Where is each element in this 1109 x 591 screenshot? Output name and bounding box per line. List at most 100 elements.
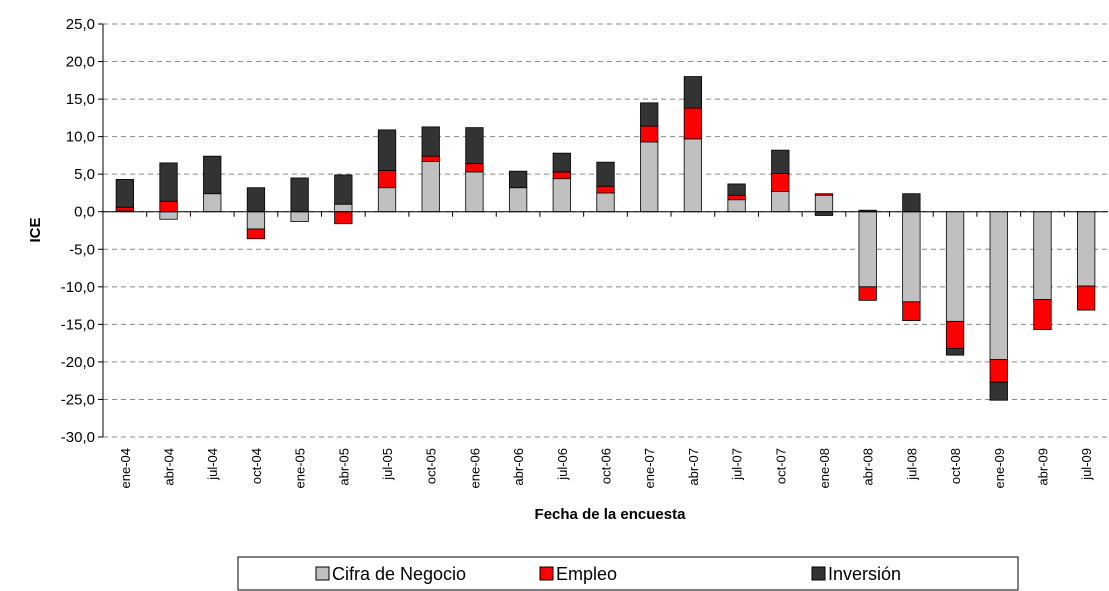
legend-swatch xyxy=(315,566,330,581)
bar-segment xyxy=(421,161,440,213)
x-tick-label: oct-06 xyxy=(599,448,614,484)
x-tick-label: jul-06 xyxy=(555,448,570,481)
bar-segment xyxy=(771,173,790,192)
y-tick-label: -10,0 xyxy=(61,279,95,296)
x-tick-label: ene-09 xyxy=(992,448,1007,488)
legend-label: Inversión xyxy=(828,564,901,584)
y-tick-label: 0,0 xyxy=(74,204,95,221)
bar-segment xyxy=(465,171,484,213)
bar-segment xyxy=(596,185,615,194)
x-tick-label: ene-08 xyxy=(817,448,832,488)
bar-segment xyxy=(552,152,571,173)
x-tick-label: jul-07 xyxy=(730,448,745,481)
legend-label: Empleo xyxy=(556,564,617,584)
bar-segment xyxy=(203,193,222,213)
bar-segment xyxy=(203,155,222,195)
bar-segment xyxy=(290,177,309,213)
bar-segment xyxy=(683,138,703,213)
bar-segment xyxy=(246,228,266,240)
bar-segment xyxy=(683,76,703,109)
bar-segment xyxy=(552,171,571,180)
x-tick-label: oct-08 xyxy=(948,448,963,484)
bar-segment xyxy=(377,187,397,213)
bar-segment xyxy=(814,211,834,216)
bar-segment xyxy=(1033,211,1052,300)
bar-segment xyxy=(989,211,1008,361)
y-tick-label: -30,0 xyxy=(61,429,95,446)
x-axis-title: Fecha de la encuesta xyxy=(535,506,687,523)
bar-segment xyxy=(945,347,965,356)
bar-segment xyxy=(334,211,353,225)
legend-label: Cifra de Negocio xyxy=(332,564,466,584)
bar-segment xyxy=(465,127,484,165)
x-tick-label: abr-07 xyxy=(686,448,701,486)
legend-swatch xyxy=(811,566,826,581)
bar-segment xyxy=(508,170,528,189)
bar-segment xyxy=(814,194,834,213)
x-tick-label: ene-06 xyxy=(467,448,482,488)
bar-segment xyxy=(377,170,397,189)
bar-segment xyxy=(1077,211,1096,287)
bar-segment xyxy=(640,125,659,143)
x-tick-label: abr-08 xyxy=(861,448,876,486)
bar-segment xyxy=(640,102,659,127)
x-tick-label: abr-05 xyxy=(336,448,351,486)
bar-segment xyxy=(945,211,965,322)
x-tick-label: abr-04 xyxy=(162,448,177,486)
x-tick-label: jul-05 xyxy=(380,448,395,481)
x-tick-label: jul-08 xyxy=(904,448,919,481)
y-tick-label: -5,0 xyxy=(69,241,95,258)
y-tick-label: 10,0 xyxy=(66,129,95,146)
bar-segment xyxy=(596,192,615,213)
y-tick-label: 20,0 xyxy=(66,54,95,71)
bar-segment xyxy=(465,163,484,173)
bar-segment xyxy=(727,199,746,213)
x-tick-label: oct-04 xyxy=(249,448,264,484)
x-tick-label: abr-09 xyxy=(1035,448,1050,486)
bar-segment xyxy=(159,200,178,213)
y-tick-label: -25,0 xyxy=(61,391,95,408)
bar-segment xyxy=(727,183,746,196)
x-tick-label: jul-09 xyxy=(1079,448,1094,481)
y-tick-label: -20,0 xyxy=(61,354,95,371)
bar-segment xyxy=(115,179,134,208)
bar-segment xyxy=(596,161,615,187)
bar-segment xyxy=(115,206,134,212)
bar-segment xyxy=(159,211,178,220)
y-tick-label: 25,0 xyxy=(66,16,95,33)
y-tick-label: 5,0 xyxy=(74,166,95,183)
legend-box xyxy=(237,556,1019,591)
bar-segment xyxy=(814,193,834,196)
bar-segment xyxy=(290,211,309,222)
bar-segment xyxy=(334,174,353,205)
bar-segment xyxy=(771,149,790,174)
bar-segment xyxy=(640,141,659,213)
x-tick-label: ene-07 xyxy=(642,448,657,488)
x-tick-label: ene-05 xyxy=(293,448,308,488)
bar-segment xyxy=(246,187,266,213)
bar-segment xyxy=(683,107,703,140)
bar-segment xyxy=(902,211,921,303)
bar-segment xyxy=(989,381,1008,401)
bar-segment xyxy=(902,301,921,322)
bar-segment xyxy=(508,187,528,213)
x-tick-label: oct-07 xyxy=(773,448,788,484)
bar-segment xyxy=(1033,299,1052,331)
bar-segment xyxy=(1077,285,1096,311)
bar-segment xyxy=(246,211,266,230)
bar-segment xyxy=(989,359,1008,383)
x-tick-label: oct-05 xyxy=(424,448,439,484)
bar-segment xyxy=(552,178,571,213)
bar-segment xyxy=(334,203,353,213)
x-tick-label: abr-06 xyxy=(511,448,526,486)
legend-swatch xyxy=(539,566,554,581)
bar-segment xyxy=(945,320,965,349)
bar-segment xyxy=(727,194,746,201)
bar-segment xyxy=(771,191,790,213)
x-tick-label: ene-04 xyxy=(118,448,133,488)
bar-segment xyxy=(159,162,178,202)
y-axis-title: ICE xyxy=(27,217,44,242)
x-tick-label: jul-04 xyxy=(205,448,220,481)
bar-segment xyxy=(858,286,877,301)
bar-segment xyxy=(858,211,877,288)
